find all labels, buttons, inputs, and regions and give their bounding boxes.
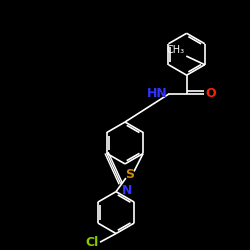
Text: N: N bbox=[122, 184, 132, 197]
Text: CH₃: CH₃ bbox=[167, 45, 185, 55]
Text: HN: HN bbox=[147, 87, 168, 100]
Text: O: O bbox=[206, 87, 216, 100]
Text: Cl: Cl bbox=[86, 236, 99, 249]
Text: S: S bbox=[125, 168, 134, 181]
